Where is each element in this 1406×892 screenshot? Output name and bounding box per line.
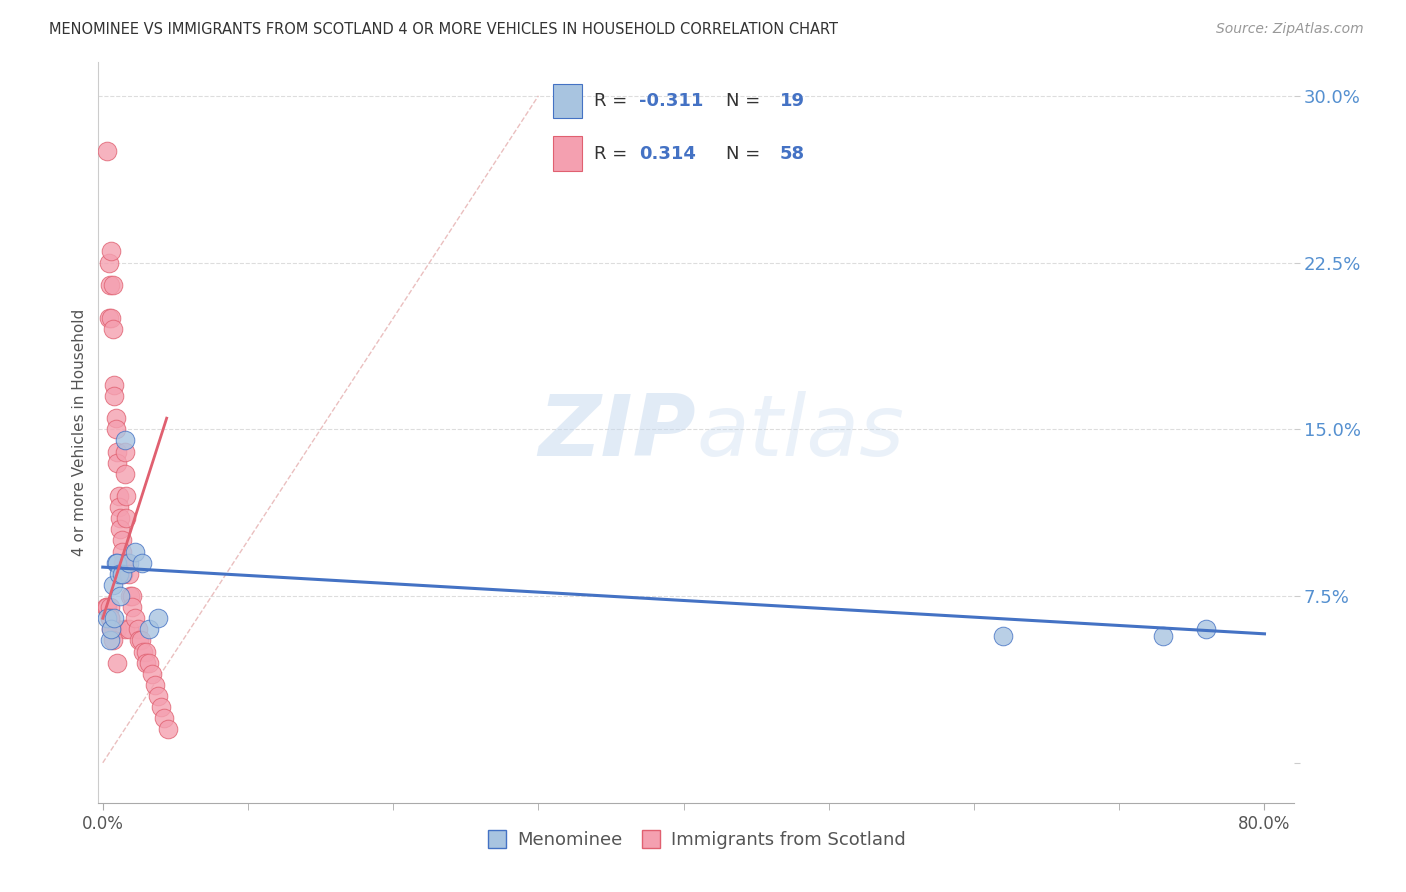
Point	[101, 633, 124, 648]
Point	[114, 434, 136, 448]
Text: ZIP: ZIP	[538, 391, 696, 475]
Point	[118, 566, 141, 581]
Point	[114, 467, 136, 481]
Point	[103, 389, 125, 403]
Point	[121, 600, 143, 615]
Point	[138, 623, 160, 637]
Point	[96, 145, 118, 159]
Point	[97, 311, 120, 326]
Y-axis label: 4 or more Vehicles in Household: 4 or more Vehicles in Household	[72, 309, 87, 557]
Text: Source: ZipAtlas.com: Source: ZipAtlas.com	[1216, 22, 1364, 37]
Point	[131, 556, 153, 570]
Point	[101, 277, 124, 292]
Point	[108, 511, 131, 525]
Point	[105, 623, 128, 637]
Point	[97, 255, 120, 269]
Point	[146, 689, 169, 703]
Point	[101, 623, 124, 637]
Point	[100, 244, 122, 259]
Point	[157, 723, 180, 737]
Point	[112, 556, 135, 570]
Point	[135, 645, 157, 659]
Point	[105, 656, 128, 670]
Point	[121, 589, 143, 603]
Point	[149, 700, 172, 714]
Point	[132, 645, 155, 659]
Point	[98, 611, 121, 625]
Point	[94, 600, 117, 615]
Point	[115, 489, 138, 503]
Point	[103, 623, 125, 637]
Point	[111, 533, 134, 548]
Point	[111, 566, 134, 581]
Point	[101, 578, 124, 592]
Point	[108, 589, 131, 603]
Point	[146, 611, 169, 625]
Point	[127, 623, 149, 637]
Point	[124, 611, 146, 625]
Point	[104, 556, 127, 570]
Point	[100, 311, 122, 326]
Point	[98, 277, 121, 292]
Point	[98, 633, 121, 648]
Point	[114, 623, 136, 637]
Point	[103, 377, 125, 392]
Point	[107, 489, 129, 503]
Point	[120, 589, 142, 603]
Point	[118, 623, 141, 637]
Point	[991, 629, 1014, 643]
Point	[105, 456, 128, 470]
Point	[141, 666, 163, 681]
Text: MENOMINEE VS IMMIGRANTS FROM SCOTLAND 4 OR MORE VEHICLES IN HOUSEHOLD CORRELATIO: MENOMINEE VS IMMIGRANTS FROM SCOTLAND 4 …	[49, 22, 838, 37]
Point	[104, 422, 127, 436]
Point	[143, 678, 166, 692]
Point	[118, 556, 141, 570]
Point	[101, 322, 124, 336]
Point	[100, 623, 122, 637]
Point	[107, 566, 129, 581]
Point	[111, 544, 134, 558]
Point	[135, 656, 157, 670]
Point	[105, 556, 128, 570]
Point	[128, 633, 150, 648]
Point	[115, 511, 138, 525]
Point	[112, 566, 135, 581]
Legend: Menominee, Immigrants from Scotland: Menominee, Immigrants from Scotland	[479, 824, 912, 856]
Text: atlas: atlas	[696, 391, 904, 475]
Point	[129, 633, 152, 648]
Point	[1152, 629, 1174, 643]
Point	[104, 411, 127, 425]
Point	[117, 556, 139, 570]
Point	[114, 444, 136, 458]
Point	[103, 611, 125, 625]
Point	[100, 623, 122, 637]
Point	[108, 522, 131, 536]
Point	[105, 444, 128, 458]
Point	[96, 611, 118, 625]
Point	[138, 656, 160, 670]
Point	[96, 600, 118, 615]
Point	[98, 600, 121, 615]
Point	[124, 544, 146, 558]
Point	[98, 611, 121, 625]
Point	[152, 711, 174, 725]
Point	[1195, 623, 1218, 637]
Point	[107, 500, 129, 514]
